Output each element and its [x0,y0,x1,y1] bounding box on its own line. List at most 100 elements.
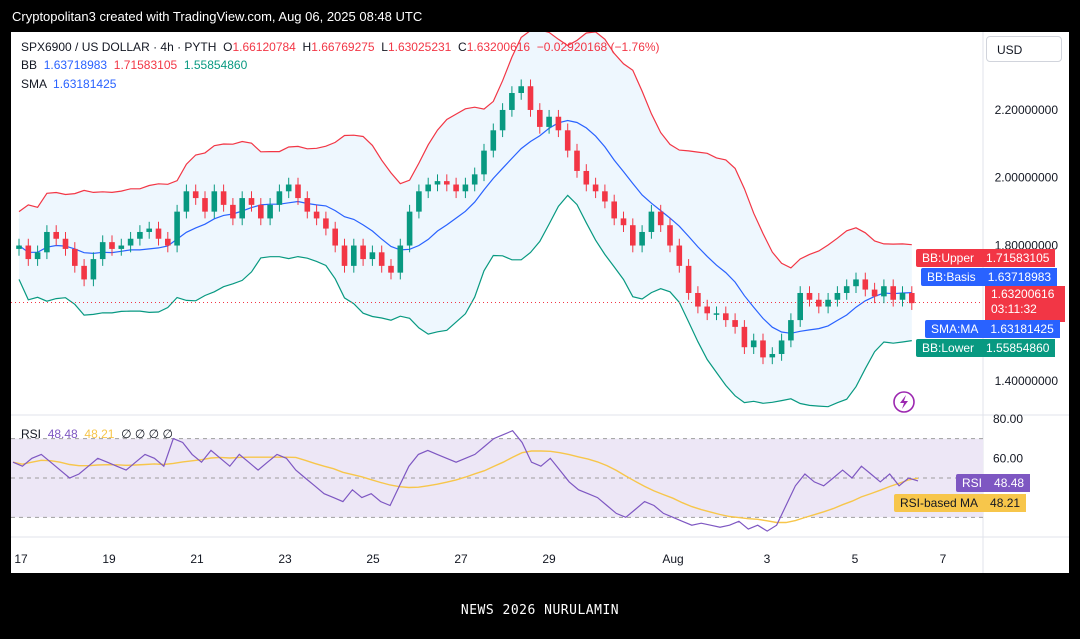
rsi-ma-tag: RSI-based MA 48.21 [894,494,1027,512]
bar-countdown: 03:11:32 [991,302,1037,316]
candle-body [843,286,850,293]
rsi-ma-tag-value: 48.21 [984,494,1027,512]
candle-body [704,306,710,314]
candle-body [90,259,97,280]
candle-body [44,231,50,253]
open-value: 1.66120784 [232,40,296,54]
candle-body [341,245,348,266]
candle-body [211,191,218,212]
time-axis-label: 27 [454,552,468,566]
candle-body [127,238,134,246]
candle-body [118,245,125,249]
time-axis-label: 3 [764,552,771,566]
candle-body [499,109,506,131]
rsi-label: RSI [21,427,42,441]
candle-body [53,231,59,239]
candle-body [388,265,394,273]
candle-body [546,116,552,127]
chart-panel[interactable]: 2.20000000 2.00000000 1.80000000 1.40000000… [11,32,1069,573]
lightning-icon [893,391,915,413]
candle-body [397,245,404,273]
candle-body [834,292,841,300]
sma-ma-tag-value: 1.63181425 [984,320,1060,338]
candle-body [471,174,478,185]
price-chart-svg[interactable]: 2.200000002.000000001.800000001.40000000… [11,32,1069,573]
rsi-legend-value: 48.48 [47,427,78,441]
candle-body [853,279,859,287]
rsi-ma-legend-value: 48.21 [84,427,115,441]
candle-body [202,198,208,212]
bb-upper-tag-value: 1.71583105 [980,249,1056,267]
bb-upper-line [18,32,912,269]
watermark-text: Cryptopolitan3 created with TradingView.… [12,9,423,24]
currency-button[interactable]: USD [986,36,1062,62]
candle-body [769,353,776,358]
candle-body [81,265,87,280]
candle-body [899,292,906,300]
bb-upper-value: 1.71583105 [113,58,178,72]
candle-body [602,191,608,202]
candle-body [462,184,469,192]
candle-body [806,292,813,300]
candle-body [230,204,236,219]
bb-basis-tag: BB:Basis 1.63718983 [921,268,1058,286]
high-label: H [302,40,312,54]
candle-body [713,313,720,315]
candle-body [258,204,264,219]
candle-body [620,218,627,226]
candle-body [555,116,562,131]
candle-body [583,170,590,185]
bb-lower-line [18,194,912,408]
time-axis-label: 23 [278,552,292,566]
candle-body [267,204,273,219]
candle-body [425,184,431,192]
bb-upper-tag: BB:Upper 1.71583105 [916,249,1056,267]
high-value: 1.66769275 [311,40,375,54]
candle-body [574,150,580,171]
low-label: L [381,40,388,54]
change-value: −0.02920168 (−1.76%) [536,40,660,54]
candle-body [816,299,822,307]
candle-body [564,130,571,151]
bb-lower-value: 1.55854860 [183,58,248,72]
sma-ma-tag-label: SMA:MA [925,320,985,338]
candle-body [351,245,357,266]
candle-body [527,86,534,110]
rsi-legend[interactable]: RSI 48.48 48.21 ∅ ∅ ∅ ∅ [21,427,173,441]
candle-body [453,184,459,192]
candle-body [285,184,292,192]
last-price-value: 1.63200616 [991,287,1055,301]
candle-body [760,340,766,358]
candle-body [220,191,227,205]
candle-body [518,86,524,94]
price-axis-label: 2.00000000 [995,171,1059,185]
candle-body [183,191,190,212]
candle-body [34,252,41,260]
candle-body [732,320,738,327]
candle-body [62,238,69,249]
rsi-line [12,429,919,532]
candle-body [630,225,636,246]
time-axis-label: 17 [14,552,28,566]
candle-body [871,289,878,297]
sma-label: SMA [21,77,47,91]
footer-text: NEWS 2026 NURULAMIN [460,603,620,618]
time-axis-label: 5 [852,552,859,566]
candle-body [137,231,143,239]
price-axis-label: 2.20000000 [995,103,1059,117]
rsi-tag-label: RSI [956,474,989,492]
candle-body [723,313,729,321]
bb-legend[interactable]: BB 1.63718983 1.71583105 1.55854860 [21,58,247,72]
time-axis-label: 29 [542,552,556,566]
bb-label: BB [21,58,38,72]
candle-body [667,225,673,246]
price-axis-label: 1.40000000 [995,374,1059,388]
candle-body [444,181,450,185]
bb-lower-tag-value: 1.55854860 [980,339,1056,357]
time-axis-label: 19 [102,552,116,566]
candle-body [639,231,645,246]
candle-body [25,245,32,260]
candle-body [481,150,487,175]
sma-legend[interactable]: SMA 1.63181425 [21,77,116,91]
candle-body [890,286,896,300]
